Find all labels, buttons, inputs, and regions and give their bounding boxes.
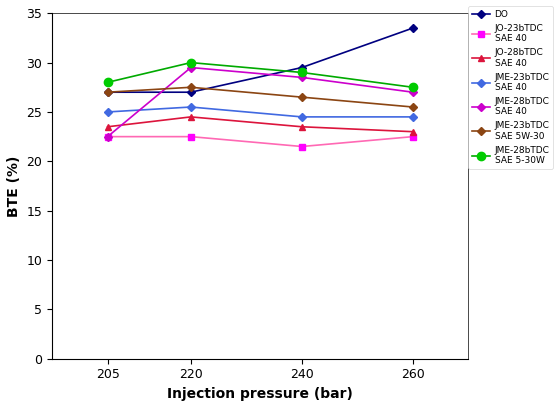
Line: JME-28bTDC
SAE 40: JME-28bTDC SAE 40 [105, 65, 416, 140]
DO [298, 65, 305, 70]
X-axis label: Injection pressure (bar): Injection pressure (bar) [167, 387, 353, 401]
JO-23bTDC
SAE 40 [409, 134, 416, 139]
Line: DO: DO [105, 25, 416, 95]
Legend: DO, JO-23bTDC
SAE 40, JO-28bTDC
SAE 40, JME-23bTDC
SAE 40, JME-28bTDC
SAE 40, JM: DO, JO-23bTDC SAE 40, JO-28bTDC SAE 40, … [468, 6, 553, 169]
JME-23bTDC
SAE 5W-30 [104, 90, 111, 95]
JO-28bTDC
SAE 40 [104, 124, 111, 129]
JME-28bTDC
SAE 5-30W [298, 70, 305, 75]
JO-28bTDC
SAE 40 [188, 115, 194, 120]
Line: JO-28bTDC
SAE 40: JO-28bTDC SAE 40 [104, 113, 416, 135]
JO-28bTDC
SAE 40 [298, 124, 305, 129]
JME-28bTDC
SAE 5-30W [104, 80, 111, 85]
JME-23bTDC
SAE 40 [104, 109, 111, 114]
JO-23bTDC
SAE 40 [104, 134, 111, 139]
DO [409, 26, 416, 31]
JO-23bTDC
SAE 40 [298, 144, 305, 149]
JME-23bTDC
SAE 40 [298, 115, 305, 120]
JME-28bTDC
SAE 40 [409, 90, 416, 95]
JME-23bTDC
SAE 40 [188, 104, 194, 109]
JO-23bTDC
SAE 40 [188, 134, 194, 139]
JME-23bTDC
SAE 5W-30 [298, 95, 305, 100]
DO [188, 90, 194, 95]
JME-23bTDC
SAE 5W-30 [188, 85, 194, 90]
JME-28bTDC
SAE 40 [188, 65, 194, 70]
JO-28bTDC
SAE 40 [409, 129, 416, 134]
Y-axis label: BTE (%): BTE (%) [7, 155, 21, 217]
JME-28bTDC
SAE 5-30W [188, 60, 194, 65]
Line: JO-23bTDC
SAE 40: JO-23bTDC SAE 40 [104, 133, 416, 150]
JME-28bTDC
SAE 40 [104, 134, 111, 139]
Line: JME-28bTDC
SAE 5-30W: JME-28bTDC SAE 5-30W [104, 58, 417, 91]
DO [104, 90, 111, 95]
Line: JME-23bTDC
SAE 40: JME-23bTDC SAE 40 [105, 104, 416, 120]
Line: JME-23bTDC
SAE 5W-30: JME-23bTDC SAE 5W-30 [105, 84, 416, 110]
JME-28bTDC
SAE 40 [298, 75, 305, 80]
JME-28bTDC
SAE 5-30W [409, 85, 416, 90]
JME-23bTDC
SAE 5W-30 [409, 104, 416, 109]
JME-23bTDC
SAE 40 [409, 115, 416, 120]
